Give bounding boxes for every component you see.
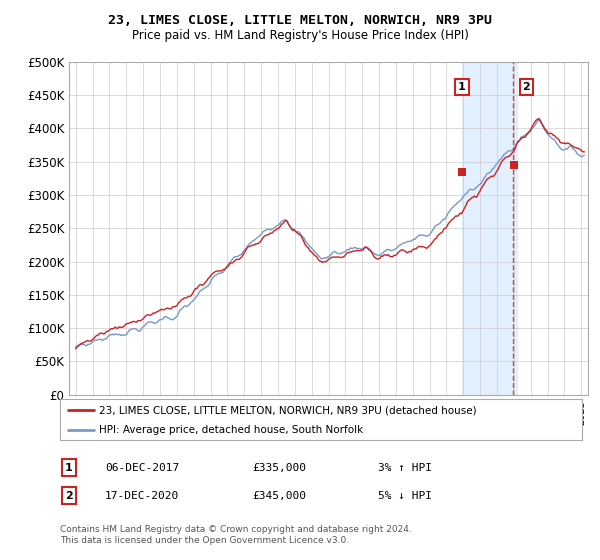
Bar [462, 62, 517, 395]
Text: 1: 1 [65, 463, 73, 473]
Text: £335,000: £335,000 [252, 463, 306, 473]
Text: 23, LIMES CLOSE, LITTLE MELTON, NORWICH, NR9 3PU (detached house): 23, LIMES CLOSE, LITTLE MELTON, NORWICH,… [99, 405, 477, 415]
Text: 5% ↓ HPI: 5% ↓ HPI [378, 491, 432, 501]
Text: 06-DEC-2017: 06-DEC-2017 [105, 463, 179, 473]
Text: 23, LIMES CLOSE, LITTLE MELTON, NORWICH, NR9 3PU: 23, LIMES CLOSE, LITTLE MELTON, NORWICH,… [108, 14, 492, 27]
Text: 3% ↑ HPI: 3% ↑ HPI [378, 463, 432, 473]
Text: HPI: Average price, detached house, South Norfolk: HPI: Average price, detached house, Sout… [99, 424, 364, 435]
Text: 17-DEC-2020: 17-DEC-2020 [105, 491, 179, 501]
Text: 1: 1 [458, 82, 466, 92]
Text: Contains HM Land Registry data © Crown copyright and database right 2024.
This d: Contains HM Land Registry data © Crown c… [60, 525, 412, 545]
Text: 2: 2 [65, 491, 73, 501]
Text: Price paid vs. HM Land Registry's House Price Index (HPI): Price paid vs. HM Land Registry's House … [131, 29, 469, 42]
Text: £345,000: £345,000 [252, 491, 306, 501]
Text: 2: 2 [523, 82, 530, 92]
